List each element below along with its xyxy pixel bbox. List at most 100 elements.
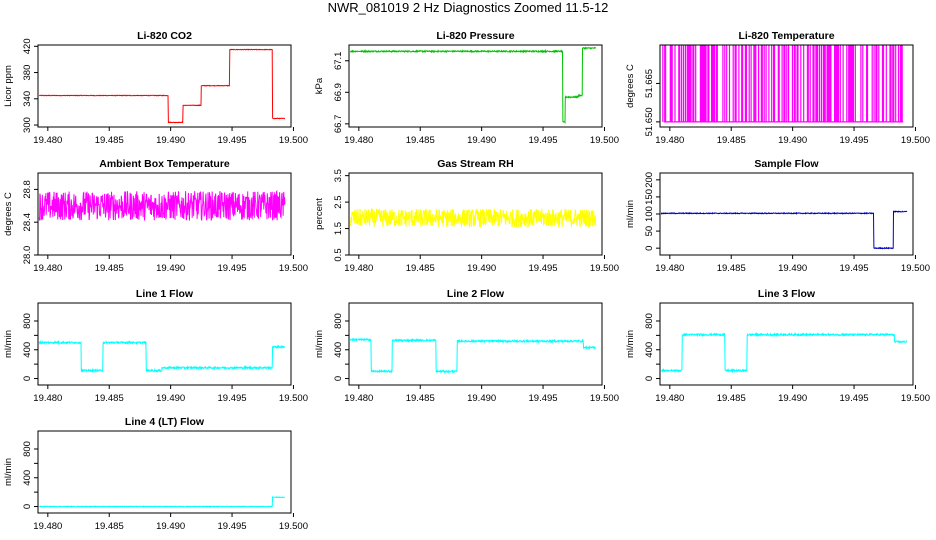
- x-tick-label: 19.480: [344, 393, 373, 404]
- y-tick-label: 0: [22, 376, 33, 381]
- series-line: [38, 189, 286, 221]
- y-axis-label: ml/min: [625, 200, 636, 228]
- y-axis-label: kPa: [314, 77, 325, 94]
- y-tick-label: 800: [22, 313, 33, 329]
- y-tick-label: 340: [22, 91, 33, 107]
- x-tick-label: 19.500: [279, 393, 308, 404]
- plot-line4: Line 4 (LT) Flow 19.480 19.485 19.490 19.495…: [3, 416, 308, 532]
- x-tick-label: 19.500: [279, 263, 308, 274]
- y-tick-label: 0.5: [333, 248, 344, 261]
- y-tick-label: 28.8: [22, 180, 33, 199]
- y-tick-label: 400: [333, 342, 344, 358]
- plot-frame: [37, 44, 292, 128]
- y-axis-label: ml/min: [625, 330, 636, 358]
- plot-title: Line 2 Flow: [447, 288, 505, 300]
- y-tick-label: 0: [333, 376, 344, 381]
- series-line: [350, 207, 597, 228]
- x-tick-label: 19.495: [840, 135, 869, 146]
- y-axis-label: Licor ppm: [3, 65, 14, 107]
- series-line: [39, 495, 285, 508]
- x-tick-label: 19.485: [95, 521, 124, 532]
- plot-line3: Line 3 Flow 19.480 19.485 19.490 19.495 19.50…: [625, 288, 930, 404]
- y-axis-label: degrees C: [625, 64, 636, 108]
- x-tick-label: 19.500: [279, 521, 308, 532]
- x-tick-label: 19.490: [467, 135, 496, 146]
- y-tick-label: 51.665: [644, 69, 655, 98]
- plot-frame: [348, 44, 603, 128]
- x-tick-label: 19.480: [33, 521, 62, 532]
- plot-rh: Gas Stream RH 19.480 19.485 19.490 19.495 19.…: [314, 158, 619, 274]
- x-tick-label: 19.495: [218, 263, 247, 274]
- x-tick-label: 19.495: [529, 263, 558, 274]
- plot-frame: [348, 302, 603, 386]
- plot-ambient: Ambient Box Temperature 19.480 19.485 19.49…: [3, 158, 308, 274]
- series-line: [349, 337, 597, 374]
- x-tick-label: 19.490: [778, 263, 807, 274]
- series-line: [38, 339, 286, 374]
- plot-title: Line 1 Flow: [136, 288, 194, 300]
- y-tick-label: 400: [22, 342, 33, 358]
- y-tick-label: 3.5: [333, 169, 344, 182]
- x-tick-label: 19.485: [406, 263, 435, 274]
- y-axis-label: ml/min: [314, 330, 325, 358]
- y-tick-label: 67.1: [333, 52, 344, 70]
- y-axis-label: ml/min: [3, 330, 14, 358]
- y-axis-label: degrees C: [3, 192, 14, 236]
- plot-title: Line 4 (LT) Flow: [125, 416, 205, 428]
- plot-title: Li-820 Pressure: [436, 30, 514, 42]
- plot-pressure: Li-820 Pressure 19.480 19.485 19.490 19.495 1…: [314, 30, 619, 146]
- x-tick-label: 19.485: [95, 263, 124, 274]
- x-tick-label: 19.485: [406, 393, 435, 404]
- x-tick-label: 19.495: [840, 393, 869, 404]
- plot-title: Li-820 Temperature: [738, 30, 834, 42]
- x-tick-label: 19.490: [156, 521, 185, 532]
- x-tick-label: 19.480: [655, 135, 684, 146]
- y-tick-label: 420: [22, 38, 33, 54]
- x-tick-label: 19.500: [901, 393, 930, 404]
- y-tick-label: 800: [333, 313, 344, 329]
- x-tick-label: 19.480: [344, 135, 373, 146]
- x-tick-label: 19.480: [655, 393, 684, 404]
- y-tick-label: 2.5: [333, 195, 344, 208]
- plot-title: Line 3 Flow: [758, 288, 816, 300]
- x-tick-label: 19.490: [467, 263, 496, 274]
- x-tick-label: 19.490: [778, 393, 807, 404]
- y-tick-label: 400: [644, 342, 655, 358]
- x-tick-label: 19.490: [467, 393, 496, 404]
- x-tick-label: 19.500: [279, 135, 308, 146]
- series-line: [662, 45, 904, 123]
- plot-frame: [659, 172, 914, 256]
- y-tick-label: 28.0: [22, 246, 33, 265]
- x-tick-label: 19.480: [33, 135, 62, 146]
- x-tick-label: 19.495: [218, 521, 247, 532]
- x-tick-label: 19.480: [33, 393, 62, 404]
- plot-line2: Line 2 Flow 19.480 19.485 19.490 19.495 19.50…: [314, 288, 619, 404]
- x-tick-label: 19.485: [717, 135, 746, 146]
- y-tick-label: 0: [644, 246, 655, 251]
- figure-title: NWR_081019 2 Hz Diagnostics Zoomed 11.5-…: [327, 0, 609, 15]
- y-tick-label: 300: [22, 117, 33, 133]
- x-tick-label: 19.495: [529, 135, 558, 146]
- y-tick-label: 0: [644, 376, 655, 381]
- y-tick-label: 0: [22, 504, 33, 509]
- x-tick-label: 19.495: [218, 135, 247, 146]
- y-tick-label: 1.5: [333, 222, 344, 235]
- x-tick-label: 19.490: [156, 393, 185, 404]
- plot-line1: Line 1 Flow 19.480 19.485 19.490 19.495 19.50…: [3, 288, 308, 404]
- x-tick-label: 19.500: [590, 263, 619, 274]
- x-tick-label: 19.480: [655, 263, 684, 274]
- plot-title: Li-820 CO2: [137, 30, 192, 42]
- y-tick-label: 150: [644, 189, 655, 205]
- y-axis-label: ml/min: [3, 458, 14, 486]
- x-tick-label: 19.490: [156, 135, 185, 146]
- plot-frame: [659, 44, 914, 128]
- series-line: [660, 331, 908, 374]
- x-tick-label: 19.500: [901, 135, 930, 146]
- x-tick-label: 19.490: [778, 135, 807, 146]
- x-tick-label: 19.495: [840, 263, 869, 274]
- x-tick-label: 19.490: [156, 263, 185, 274]
- plot-frame: [659, 302, 914, 386]
- x-tick-label: 19.500: [590, 393, 619, 404]
- x-tick-label: 19.480: [33, 263, 62, 274]
